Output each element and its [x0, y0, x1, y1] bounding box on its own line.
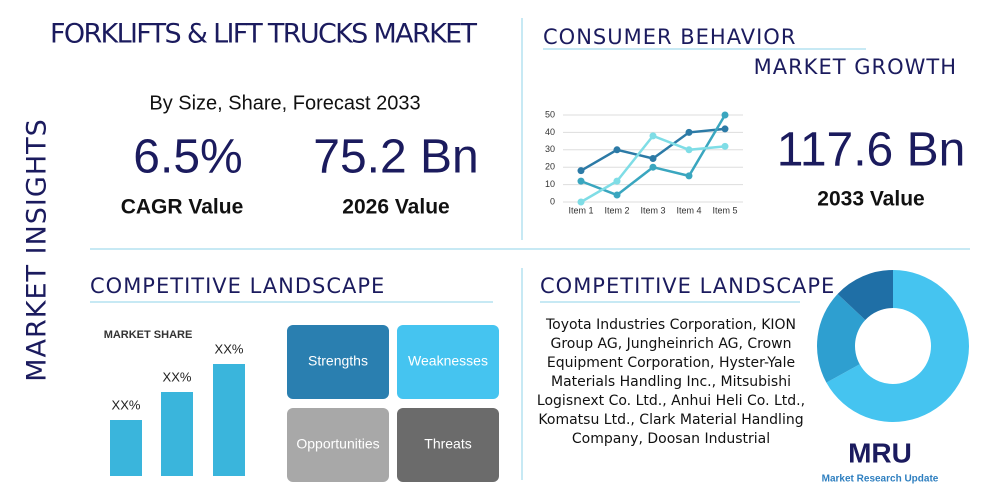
- side-label: MARKET INSIGHTS: [22, 118, 53, 381]
- x-tick-label: Item 4: [676, 205, 701, 215]
- company-list: Toyota Industries Corporation, KION Grou…: [536, 317, 806, 447]
- stat-value: 75.2 Bn: [313, 131, 478, 184]
- stat-label: 2033 Value: [817, 188, 924, 211]
- section-title: CONSUMER BEHAVIOR: [543, 25, 796, 49]
- value-label: XX%: [215, 341, 244, 356]
- point: [685, 128, 693, 136]
- swot-box: [397, 408, 499, 482]
- pie-slice: [837, 270, 893, 320]
- point: [577, 177, 585, 185]
- logo-name: Market Research Update: [822, 474, 939, 485]
- point: [577, 198, 585, 206]
- chart-title: MARKET SHARE: [104, 329, 193, 341]
- pie-slice: [817, 293, 866, 383]
- swot-box: [397, 325, 499, 399]
- value-label: XX%: [112, 397, 141, 412]
- pie-slice: [826, 270, 969, 423]
- point: [613, 191, 621, 199]
- point: [649, 132, 657, 140]
- subtitle: By Size, Share, Forecast 2033: [149, 92, 420, 114]
- y-tick-label: 0: [550, 196, 555, 206]
- logo-mark: MRU: [848, 437, 912, 468]
- stat-label: CAGR Value: [121, 196, 244, 219]
- point: [685, 146, 693, 154]
- point: [613, 146, 621, 154]
- point: [613, 177, 621, 185]
- section-title: COMPETITIVE LANDSCAPE: [540, 274, 835, 298]
- bar: [110, 420, 142, 476]
- stat-value: 6.5%: [133, 131, 242, 184]
- y-tick-label: 40: [545, 127, 555, 137]
- point: [721, 142, 729, 150]
- point: [577, 167, 585, 175]
- point: [649, 155, 657, 162]
- y-tick-label: 50: [545, 109, 555, 119]
- y-tick-label: 30: [545, 144, 555, 154]
- swot-label: Threats: [424, 436, 471, 452]
- swot-label: Strengths: [308, 353, 368, 369]
- point: [721, 125, 729, 133]
- point: [649, 163, 657, 171]
- x-tick-label: Item 3: [640, 205, 665, 215]
- bar: [213, 364, 245, 476]
- value-label: XX%: [163, 369, 192, 384]
- stat-value: 117.6 Bn: [777, 124, 966, 177]
- swot-label: Opportunities: [296, 436, 379, 452]
- x-tick-label: Item 1: [568, 205, 593, 215]
- title: FORKLIFTS & LIFT TRUCKS MARKET: [50, 19, 478, 50]
- x-tick-label: Item 2: [604, 205, 629, 215]
- section-title: MARKET GROWTH: [754, 55, 957, 79]
- point: [721, 111, 729, 119]
- y-tick-label: 10: [545, 179, 555, 189]
- bar: [161, 392, 193, 476]
- x-tick-label: Item 5: [712, 205, 737, 215]
- section-title: COMPETITIVE LANDSCAPE: [90, 274, 385, 298]
- swot-box: [287, 325, 389, 399]
- swot-label: Weaknesses: [408, 353, 488, 369]
- swot-box: [287, 408, 389, 482]
- point: [685, 172, 693, 180]
- stat-label: 2026 Value: [342, 196, 449, 219]
- y-tick-label: 20: [545, 162, 555, 172]
